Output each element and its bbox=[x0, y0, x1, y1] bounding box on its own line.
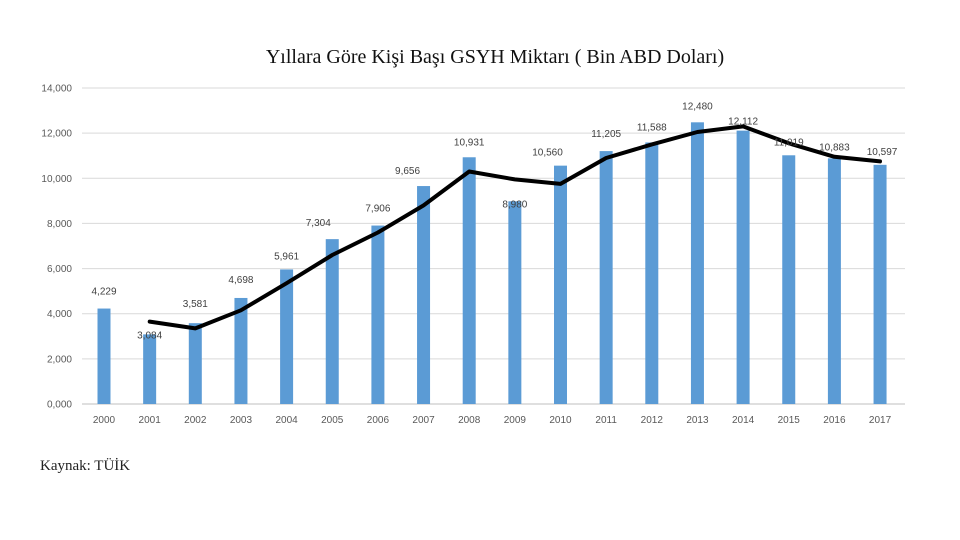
y-tick-label: 12,000 bbox=[41, 129, 72, 140]
y-tick-label: 8,000 bbox=[47, 219, 72, 230]
bar-2015 bbox=[782, 155, 796, 404]
x-tick-label: 2008 bbox=[458, 415, 481, 426]
x-tick-label: 2000 bbox=[93, 415, 116, 426]
x-tick-label: 2015 bbox=[778, 415, 801, 426]
trend-line bbox=[147, 124, 882, 331]
data-label: 11,588 bbox=[637, 122, 667, 133]
bar-2016 bbox=[827, 158, 841, 404]
data-label: 4,698 bbox=[228, 275, 253, 286]
y-tick-label: 0,000 bbox=[47, 400, 72, 411]
bar-2010 bbox=[554, 165, 567, 404]
data-label: 9,656 bbox=[395, 166, 420, 177]
source-note: Kaynak: TÜİK bbox=[40, 458, 131, 474]
x-tick-label: 2005 bbox=[321, 415, 344, 426]
data-label: 12,112 bbox=[728, 117, 758, 128]
data-label: 10,931 bbox=[454, 137, 485, 148]
data-label: 4,229 bbox=[91, 287, 116, 298]
data-label: 7,304 bbox=[306, 218, 331, 229]
chart-title: Yıllara Göre Kişi Başı GSYH Miktarı ( Bi… bbox=[265, 46, 725, 68]
bar-2000 bbox=[97, 308, 111, 404]
y-tick-label: 6,000 bbox=[47, 264, 72, 275]
x-tick-label: 2011 bbox=[595, 415, 617, 426]
y-tick-label: 4,000 bbox=[47, 309, 72, 320]
data-label: 8,980 bbox=[502, 199, 527, 210]
x-tick-label: 2013 bbox=[686, 415, 709, 426]
bar-2012 bbox=[645, 142, 659, 404]
bar-2005 bbox=[325, 239, 339, 404]
x-tick-label: 2002 bbox=[184, 415, 207, 426]
data-labels: 4,229 3,084 3,581 4,698 5,961 7,304 7,906 9,656… bbox=[91, 101, 897, 341]
data-label: 3,084 bbox=[137, 330, 162, 341]
bar-2009 bbox=[508, 201, 522, 404]
trend-line-layer bbox=[147, 124, 882, 331]
x-tick-label: 2010 bbox=[549, 415, 572, 426]
bars bbox=[97, 122, 887, 405]
data-label: 5,961 bbox=[274, 251, 299, 262]
bar-2001 bbox=[143, 334, 157, 404]
x-tick-label: 2017 bbox=[869, 415, 892, 426]
gridlines bbox=[82, 87, 905, 405]
data-label: 11,205 bbox=[591, 129, 621, 140]
data-label: 10,597 bbox=[867, 147, 898, 158]
bar-2008 bbox=[462, 157, 476, 404]
bar-2007 bbox=[417, 186, 431, 404]
x-tick-label: 2004 bbox=[275, 415, 298, 426]
x-tick-label: 2001 bbox=[139, 415, 162, 426]
data-label: 11,019 bbox=[774, 137, 804, 148]
data-label: 3,581 bbox=[183, 299, 208, 310]
data-label: 10,560 bbox=[532, 148, 563, 159]
x-tick-label: 2009 bbox=[504, 415, 527, 426]
data-label: 7,906 bbox=[365, 204, 390, 215]
data-label: 12,480 bbox=[682, 101, 713, 112]
bar-2017 bbox=[873, 164, 887, 404]
bar-2011 bbox=[599, 151, 613, 404]
x-tick-label: 2006 bbox=[367, 415, 390, 426]
x-tick-label: 2016 bbox=[823, 415, 846, 426]
y-axis-ticks: 0,000 2,000 4,000 6,000 8,000 10,000 12,000 14,… bbox=[41, 84, 72, 411]
x-tick-label: 2003 bbox=[230, 415, 253, 426]
bar-2014 bbox=[736, 130, 750, 404]
data-label: 10,883 bbox=[819, 142, 850, 153]
bar-2004 bbox=[280, 269, 294, 404]
bar-2013 bbox=[690, 122, 704, 405]
x-tick-label: 2014 bbox=[732, 415, 755, 426]
x-tick-label: 2007 bbox=[412, 415, 435, 426]
y-tick-label: 10,000 bbox=[41, 174, 72, 185]
y-tick-label: 2,000 bbox=[47, 354, 72, 365]
bar-2003 bbox=[234, 297, 248, 404]
x-tick-label: 2012 bbox=[641, 415, 664, 426]
bar-2002 bbox=[188, 323, 202, 404]
y-tick-label: 14,000 bbox=[41, 84, 72, 95]
bar-2006 bbox=[371, 225, 385, 404]
x-axis-ticks: 2000 2001 2002 2003 2004 2005 2006 2007 2008 2009… bbox=[93, 415, 892, 426]
